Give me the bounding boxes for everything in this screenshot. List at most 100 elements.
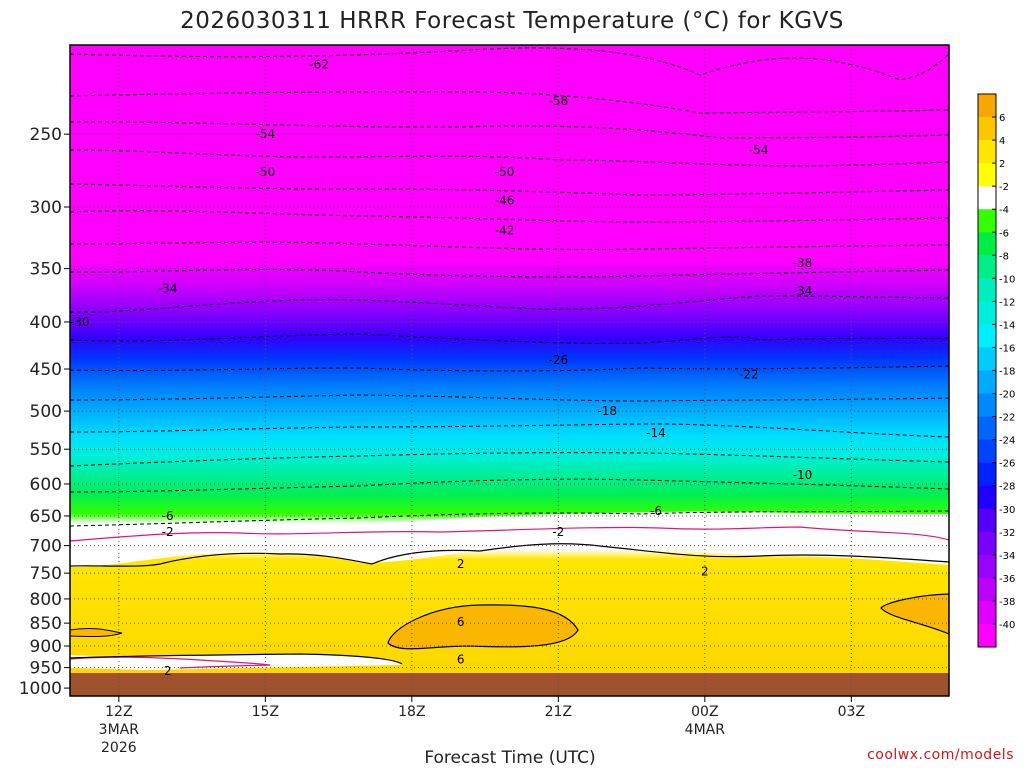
colorbar-swatch <box>978 232 996 256</box>
y-tick-label: 400 <box>30 313 62 333</box>
x-tick-label: 00Z <box>691 704 718 720</box>
x-tick-label: 03Z <box>838 704 865 720</box>
y-tick-label: 250 <box>30 125 62 145</box>
contour-label: -6 <box>162 509 174 523</box>
contour-label: -6 <box>650 504 662 518</box>
contour-label: -2 <box>552 525 564 539</box>
colorbar-swatch <box>978 347 996 371</box>
y-tick-label: 1000 <box>19 679 62 699</box>
colorbar-swatch <box>978 531 996 556</box>
contour-labels: -62-58-54-54-50 -50-46-42-38-34 -34-30-26-… <box>70 57 813 678</box>
contour-label: -34 <box>158 282 178 296</box>
credit-link[interactable]: coolwx.com/models <box>867 747 1014 763</box>
colorbar-swatch <box>978 301 996 325</box>
y-tick-label: 900 <box>30 637 62 657</box>
contour-label: -50 <box>495 165 515 179</box>
colorbar-swatch <box>978 117 996 141</box>
colorbar-label: -20 <box>999 390 1015 401</box>
contour-label: -50 <box>256 165 276 179</box>
chart-title: 2026030311 HRRR Forecast Temperature (°C… <box>180 8 844 34</box>
contour-label: -30 <box>70 315 90 329</box>
y-tick-label: 450 <box>30 360 62 380</box>
colorbar-swatch <box>978 255 996 279</box>
contour-label: -54 <box>256 127 276 141</box>
contour-label: 2 <box>701 565 709 579</box>
colorbar-swatch <box>978 623 996 648</box>
x-tick-label: 18Z <box>398 704 425 720</box>
y-tick-label: 550 <box>30 440 62 460</box>
y-tick-label: 800 <box>30 590 62 610</box>
contour-label: 6 <box>457 615 465 629</box>
contour-label: 2 <box>164 664 172 678</box>
contour-label: -38 <box>793 256 813 270</box>
colorbar-label: -4 <box>999 205 1009 216</box>
colorbar-label: 4 <box>999 136 1005 147</box>
x-tick-label: 15Z <box>252 704 279 720</box>
colorbar-label: 6 <box>999 113 1005 124</box>
colorbar-swatch <box>978 485 996 510</box>
y-tick-label: 850 <box>30 614 62 634</box>
colorbar-swatch <box>978 600 996 625</box>
contour-label: 2 <box>457 557 465 571</box>
colorbar-swatch <box>978 163 996 187</box>
warm-pocket-center <box>387 604 579 650</box>
colorbar-label: -28 <box>999 482 1015 493</box>
contour-label: -18 <box>597 404 617 418</box>
temperature-field <box>70 45 949 696</box>
y-tick-label: 350 <box>30 260 62 280</box>
colorbar-label: -38 <box>999 597 1015 608</box>
warm-pocket-left <box>70 628 123 638</box>
colorbar-label: -26 <box>999 459 1015 470</box>
y-tick-label: 700 <box>30 537 62 557</box>
y-tick-label: 500 <box>30 402 62 422</box>
colorbar-label: -6 <box>999 228 1009 239</box>
colorbar-swatch <box>978 462 996 487</box>
colorbar-swatch <box>978 554 996 579</box>
colorbar-label: -36 <box>999 574 1015 585</box>
colorbar-swatch <box>978 186 996 210</box>
colorbar-swatch <box>978 439 996 464</box>
colorbar-swatch <box>978 324 996 348</box>
contour-label: -22 <box>739 367 759 381</box>
contour-label: 6 <box>457 653 465 667</box>
colorbar-swatch <box>978 370 996 395</box>
colorbar-label: -22 <box>999 413 1015 424</box>
contour-label: -14 <box>646 426 666 440</box>
colorbar-label: -34 <box>999 551 1015 562</box>
contour-label: -2 <box>162 525 174 539</box>
colorbar-label: -24 <box>999 436 1015 447</box>
x-tick-sub2: 2026 <box>101 740 137 756</box>
colorbar-swatch <box>978 577 996 602</box>
colorbar-label: -18 <box>999 367 1015 378</box>
negative-contours <box>70 47 949 527</box>
x-tick-label: 21Z <box>545 704 572 720</box>
freezing-band <box>70 511 949 567</box>
positive-contours <box>70 543 949 665</box>
ground-below-surface <box>70 673 949 696</box>
contour-label: -42 <box>495 223 515 237</box>
contour-label: -58 <box>549 94 569 108</box>
colorbar: 6 4 2 -2 -4 -6 -8 -10 -12 -14 -16 -18 -20 -22 -24 -26 -2… <box>977 93 1015 648</box>
colorbar-swatch <box>978 416 996 441</box>
colorbar-swatch <box>978 209 996 233</box>
grid-lines <box>70 45 949 696</box>
colorbar-swatch <box>978 393 996 418</box>
colorbar-swatch <box>978 278 996 302</box>
y-tick-label: 950 <box>30 659 62 679</box>
contour-label: -10 <box>793 468 813 482</box>
colorbar-label: -16 <box>999 343 1015 354</box>
contour-label: -62 <box>309 57 329 71</box>
colorbar-label: -32 <box>999 528 1015 539</box>
x-axis: 12Z 3MAR 2026 15Z 18Z 21Z 00Z 4MAR 03Z <box>99 696 865 756</box>
contour-label: -34 <box>793 284 813 298</box>
x-tick-sub1: 3MAR <box>99 722 140 738</box>
colorbar-label: -2 <box>999 182 1009 193</box>
x-axis-label: Forecast Time (UTC) <box>424 748 595 768</box>
zero-degree-contours <box>70 526 949 669</box>
x-tick-sub1: 4MAR <box>685 722 726 738</box>
warm-pocket-right <box>880 593 949 635</box>
colorbar-swatch <box>978 94 996 118</box>
colorbar-label: -14 <box>999 320 1015 331</box>
contour-label: -46 <box>495 193 515 207</box>
